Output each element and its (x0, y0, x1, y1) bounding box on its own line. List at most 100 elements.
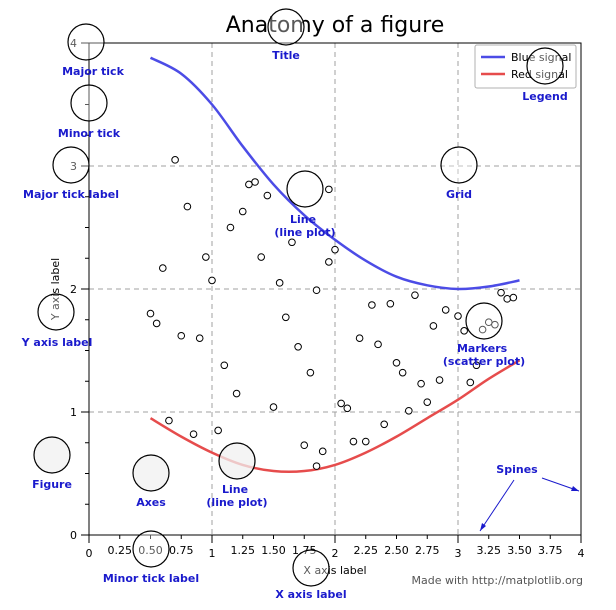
ticks: 0 1 2 3 4 0.25 0.50 0.75 1.25 1.50 1.75 2.25 2.50 2.7… (70, 37, 585, 560)
scatter-point-17 (306, 368, 315, 377)
series-line-red (149, 359, 521, 474)
annotation-circle-line-upper (286, 170, 324, 208)
annotation-circle-y-axis-label (37, 293, 75, 331)
annotation-y-axis-label: Y axis label (21, 336, 93, 349)
x-major-tick-label-3: 3 (455, 547, 462, 560)
annotation-line-upper: Line (line plot) (274, 213, 335, 239)
scatter-point-31 (441, 306, 450, 314)
annotation-major-tick-label: Major tick label (23, 188, 119, 201)
scatter-point-6 (220, 361, 229, 370)
scatter-point-44 (288, 238, 296, 247)
spines-arrow-left (479, 479, 515, 532)
scatter-point-42 (251, 178, 259, 186)
scatter-point-60 (361, 437, 370, 446)
y-major-tick-label-4: 4 (70, 37, 77, 50)
annotation-minor-tick: Minor tick (58, 127, 121, 140)
y-major-tick-label-1: 1 (70, 406, 77, 419)
annotation-circle-x-axis-label (292, 549, 330, 587)
scatter-point-5 (208, 276, 216, 285)
x-minor-tick-label-10: 3.50 (507, 544, 532, 557)
scatter-point-28 (405, 406, 413, 415)
scatter-point-3 (183, 202, 192, 211)
scatter-point-30 (429, 322, 438, 330)
annotation-x-axis-label: X axis label (275, 588, 346, 601)
annotation-markers-l1: Markers (457, 342, 508, 355)
series-line-blue (149, 56, 520, 291)
scatter-point-19 (318, 447, 327, 456)
scatter-point-12 (269, 403, 278, 411)
annotation-major-tick: Major tick (62, 65, 125, 78)
y-major-tick-label-0: 0 (70, 529, 77, 542)
scatter-point-13 (275, 279, 284, 287)
annotation-circle-title (267, 8, 305, 46)
scatter-point-48 (374, 340, 382, 349)
scatter-point-2 (171, 156, 179, 164)
annotation-circle-major-tick (67, 23, 105, 61)
annotation-circle-minor-tick (70, 84, 108, 122)
scatter-point-20 (325, 258, 333, 266)
scatter-point-43 (263, 191, 272, 200)
scatter-point-7 (226, 223, 235, 232)
x-major-tick-label-2: 2 (332, 547, 339, 560)
annotation-line-lower-l1: Line (222, 483, 248, 496)
scatter-point-56 (497, 288, 505, 297)
annotation-figure: Figure (32, 478, 72, 491)
annotation-line-lower-l2: (line plot) (206, 496, 267, 509)
scatter-point-1 (159, 264, 167, 272)
scatter-point-16 (300, 441, 309, 450)
annotation-circles (33, 8, 564, 587)
scatter-point-55 (484, 318, 493, 327)
scatter-point-0 (146, 309, 155, 318)
scatter-point-40 (202, 253, 210, 261)
scatter-point-8 (232, 389, 241, 398)
annotation-title: Title (272, 49, 300, 62)
annotation-line-upper-l1: Line (290, 213, 316, 226)
annotation-circle-line-lower (218, 442, 256, 480)
scatter-point-29 (417, 379, 425, 388)
spines-arrows (479, 477, 580, 532)
scatter-point-11 (257, 253, 266, 261)
annotation-circle-major-tick-label (52, 146, 90, 184)
annotation-legend: Legend (522, 90, 568, 103)
annotation-grid: Grid (446, 188, 472, 201)
x-minor-tick-label-3: 1.25 (231, 544, 256, 557)
annotation-circle-figure (33, 436, 71, 474)
scatter-point-4 (195, 334, 204, 343)
scatter-point-24 (368, 301, 376, 309)
annotation-markers: Markers (scatter plot) (443, 342, 525, 368)
legend: Blue signal Red signal (474, 44, 577, 89)
scatter-point-15 (294, 343, 302, 351)
scatter-point-23 (355, 334, 364, 343)
annotation-spines: Spines (496, 463, 538, 476)
x-minor-tick-label-0: 0.25 (108, 544, 133, 557)
x-major-tick-label-0: 0 (86, 547, 93, 560)
x-minor-tick-label-11: 3.75 (538, 544, 563, 557)
x-axis-label: X axis label (303, 564, 366, 577)
scatter-point-45 (325, 185, 333, 194)
annotation-circle-grid (440, 146, 478, 184)
scatter-point-22 (343, 404, 352, 413)
x-major-tick-label-4: 4 (578, 547, 585, 560)
y-major-tick-label-3: 3 (70, 160, 77, 173)
chart-title: Anatomy of a figure (226, 13, 445, 38)
scatter-point-18 (312, 286, 321, 295)
line-series (149, 56, 521, 474)
annotation-labels: Major tick Minor tick Major tick label T… (21, 49, 568, 601)
x-major-tick-label-1: 1 (209, 547, 216, 560)
scatter-point-51 (423, 398, 432, 406)
scatter-point-39 (189, 430, 198, 438)
y-major-tick-label-2: 2 (70, 283, 77, 296)
x-minor-tick-label-7: 2.50 (384, 544, 409, 557)
scatter-markers (146, 156, 518, 470)
y-axis-label: Y axis label (49, 258, 62, 321)
x-minor-tick-label-6: 2.25 (354, 544, 379, 557)
annotation-axes: Axes (136, 496, 166, 509)
scatter-point-58 (177, 331, 186, 340)
annotation-minor-tick-label: Minor tick label (103, 572, 199, 585)
scatter-point-10 (245, 180, 253, 189)
scatter-point-9 (238, 207, 247, 216)
x-minor-tick-label-2: 0.75 (169, 544, 194, 557)
scatter-point-57 (509, 293, 518, 302)
scatter-point-34 (478, 325, 487, 334)
scatter-point-52 (435, 376, 444, 384)
